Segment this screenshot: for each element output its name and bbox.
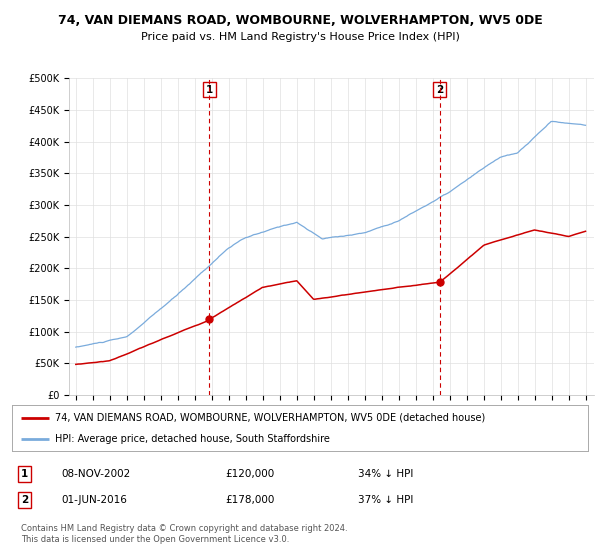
Text: 37% ↓ HPI: 37% ↓ HPI: [358, 495, 413, 505]
Text: 01-JUN-2016: 01-JUN-2016: [61, 495, 127, 505]
Text: HPI: Average price, detached house, South Staffordshire: HPI: Average price, detached house, Sout…: [55, 435, 330, 444]
Text: 1: 1: [206, 85, 213, 95]
Text: £178,000: £178,000: [225, 495, 274, 505]
Text: 34% ↓ HPI: 34% ↓ HPI: [358, 469, 413, 479]
Text: 1: 1: [20, 469, 28, 479]
Text: 74, VAN DIEMANS ROAD, WOMBOURNE, WOLVERHAMPTON, WV5 0DE: 74, VAN DIEMANS ROAD, WOMBOURNE, WOLVERH…: [58, 14, 542, 27]
Text: 2: 2: [436, 85, 443, 95]
Text: Contains HM Land Registry data © Crown copyright and database right 2024.
This d: Contains HM Land Registry data © Crown c…: [20, 524, 347, 544]
Text: 2: 2: [20, 495, 28, 505]
Text: £120,000: £120,000: [225, 469, 274, 479]
Text: Price paid vs. HM Land Registry's House Price Index (HPI): Price paid vs. HM Land Registry's House …: [140, 32, 460, 43]
Text: 08-NOV-2002: 08-NOV-2002: [61, 469, 130, 479]
Text: 74, VAN DIEMANS ROAD, WOMBOURNE, WOLVERHAMPTON, WV5 0DE (detached house): 74, VAN DIEMANS ROAD, WOMBOURNE, WOLVERH…: [55, 413, 485, 423]
